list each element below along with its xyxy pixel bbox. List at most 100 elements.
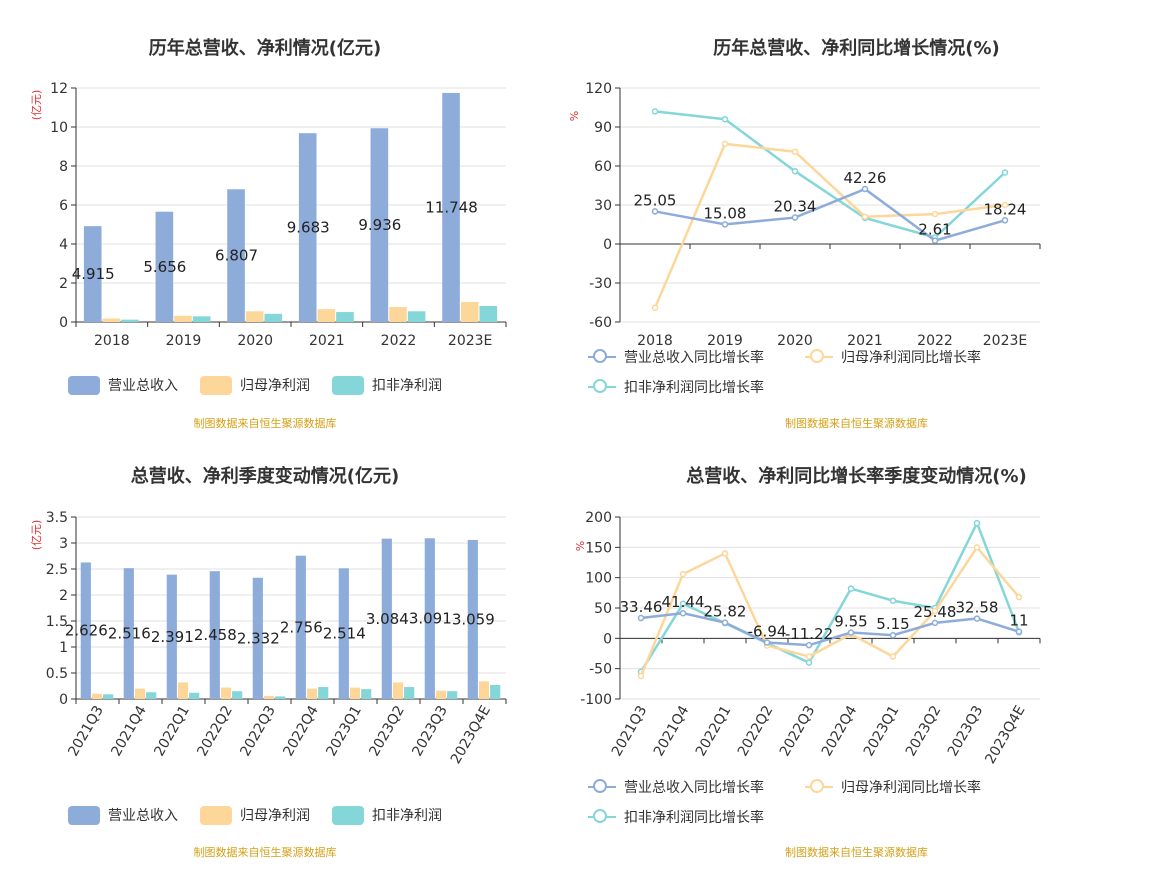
x-tick-label: 2022Q2 xyxy=(735,703,777,759)
y-tick-label: 0 xyxy=(603,631,612,647)
bar xyxy=(404,687,415,699)
legend-item[interactable]: 归母净利润同比增长率 xyxy=(805,347,981,367)
bar xyxy=(442,92,460,322)
y-axis-unit-label: (亿元) xyxy=(30,90,43,121)
bar xyxy=(407,311,426,322)
y-axis-unit-label: % xyxy=(568,111,581,121)
bar xyxy=(209,571,220,699)
bar xyxy=(134,688,146,699)
x-tick-label: 2020 xyxy=(777,333,813,349)
data-label: 9.683 xyxy=(287,219,330,237)
legend-line-marker-icon xyxy=(588,809,616,825)
data-point xyxy=(679,570,687,578)
data-point xyxy=(1001,201,1009,209)
y-tick-label: 90 xyxy=(594,120,612,136)
legend-label: 扣非净利润同比增长率 xyxy=(624,810,764,826)
bar xyxy=(381,538,392,699)
x-tick-label: 2023Q4E xyxy=(982,703,1028,767)
bar xyxy=(479,306,498,322)
data-point xyxy=(791,148,799,155)
y-tick-label: 150 xyxy=(585,540,612,556)
data-point xyxy=(889,631,897,639)
data-point xyxy=(889,653,897,660)
y-tick-label: 120 xyxy=(585,81,612,97)
data-point xyxy=(931,607,939,615)
y-tick-label: -50 xyxy=(589,662,612,678)
data-point xyxy=(805,659,813,666)
x-tick-label: 2022Q1 xyxy=(693,703,735,759)
y-tick-label: 2 xyxy=(59,588,68,604)
legend-item[interactable]: 扣非净利润同比增长率 xyxy=(588,807,764,827)
data-point xyxy=(721,550,729,557)
x-tick-label: 2018 xyxy=(637,333,673,349)
source-note: 制图数据来自恒生聚源数据库 xyxy=(193,417,337,430)
legend-item[interactable]: 扣非净利润 xyxy=(332,805,442,825)
data-label: 32.58 xyxy=(956,599,999,617)
legend-item[interactable]: 扣非净利润同比增长率 xyxy=(588,377,764,397)
legend-item[interactable]: 归母净利润 xyxy=(200,805,310,825)
bar xyxy=(263,695,275,699)
x-tick-label: 2019 xyxy=(707,333,743,349)
legend-item[interactable]: 营业总收入 xyxy=(68,805,178,825)
x-tick-label: 2023Q3 xyxy=(945,703,987,759)
bar xyxy=(460,301,479,322)
data-label: 2.61 xyxy=(918,221,951,239)
bar xyxy=(338,568,349,699)
bar xyxy=(435,690,447,699)
legend-label: 营业总收入 xyxy=(108,378,178,394)
legend-item[interactable]: 营业总收入同比增长率 xyxy=(588,777,764,797)
data-point xyxy=(721,221,729,228)
legend-item[interactable]: 扣非净利润 xyxy=(332,375,442,395)
y-tick-label: 100 xyxy=(585,571,612,587)
bar xyxy=(252,577,263,699)
chart-title: 总营收、净利季度变动情况(亿元) xyxy=(130,466,400,487)
legend-item[interactable]: 归母净利润 xyxy=(200,375,310,395)
source-note: 制图数据来自恒生聚源数据库 xyxy=(785,846,928,859)
data-point xyxy=(1001,217,1009,224)
chart-panel-quarterly-growth: 总营收、净利同比增长率季度变动情况(%) -100 -50 0 50 100 150 200… xyxy=(560,440,1153,885)
bar xyxy=(146,692,157,699)
data-label: 2.626 xyxy=(65,622,108,640)
data-point xyxy=(721,115,729,123)
quarterly-revenue-bar-chart: 00.511.522.533.5(亿元)2021Q3 2021Q4 2022Q1 20… xyxy=(30,510,507,767)
chart-panel-quarterly-revenue: 总营收、净利季度变动情况(亿元) 0 0.5 1 1.5 2 2.5 3 3.5 (亿元) 202… xyxy=(0,440,530,885)
legend-line-marker-icon xyxy=(588,779,616,795)
legend-item[interactable]: 营业总收入 xyxy=(68,375,178,395)
x-tick-label: 2020 xyxy=(237,333,273,349)
y-tick-label: 2 xyxy=(59,276,68,292)
data-label: 2.516 xyxy=(108,625,151,643)
y-tick-label: 6 xyxy=(59,198,68,214)
legend-label: 营业总收入同比增长率 xyxy=(624,780,764,796)
legend-label: 扣非净利润 xyxy=(372,808,442,824)
legend-item[interactable]: 营业总收入同比增长率 xyxy=(588,347,764,367)
data-point xyxy=(973,519,981,527)
bar xyxy=(102,318,121,322)
y-tick-label: 4 xyxy=(59,237,68,253)
bar xyxy=(220,687,232,699)
y-tick-label: 12 xyxy=(50,81,68,97)
data-point xyxy=(651,304,659,311)
data-label: 2.332 xyxy=(237,629,280,647)
source-note: 制图数据来自恒生聚源数据库 xyxy=(785,417,928,430)
y-axis-unit-label: % xyxy=(574,541,587,551)
bar xyxy=(192,316,211,322)
legend-label: 归母净利润同比增长率 xyxy=(841,780,981,796)
data-label: 3.091 xyxy=(409,610,452,628)
y-tick-label: 0 xyxy=(59,315,68,331)
x-tick-label: 2021 xyxy=(847,333,883,349)
x-tick-label: 2022Q4 xyxy=(280,703,322,759)
series-line xyxy=(640,611,1020,647)
legend-item[interactable]: 归母净利润同比增长率 xyxy=(805,777,981,797)
x-tick-label: 2022Q4 xyxy=(819,703,861,759)
y-tick-label: 50 xyxy=(594,601,612,617)
x-tick-label: 2023E xyxy=(448,333,492,349)
data-point xyxy=(637,672,645,680)
x-tick-label: 2023Q2 xyxy=(903,703,945,759)
data-label: -11.22 xyxy=(785,625,833,643)
legend-label: 扣非净利润 xyxy=(372,378,442,394)
bar xyxy=(389,306,407,322)
legend-line-marker-icon xyxy=(588,379,616,395)
data-label: 9.936 xyxy=(358,216,401,234)
bar xyxy=(370,128,389,322)
annual-growth-line-chart: -60 -30 0 30 60 90 120% 2018 2019 2020 2021 2022 202… xyxy=(568,81,1041,349)
